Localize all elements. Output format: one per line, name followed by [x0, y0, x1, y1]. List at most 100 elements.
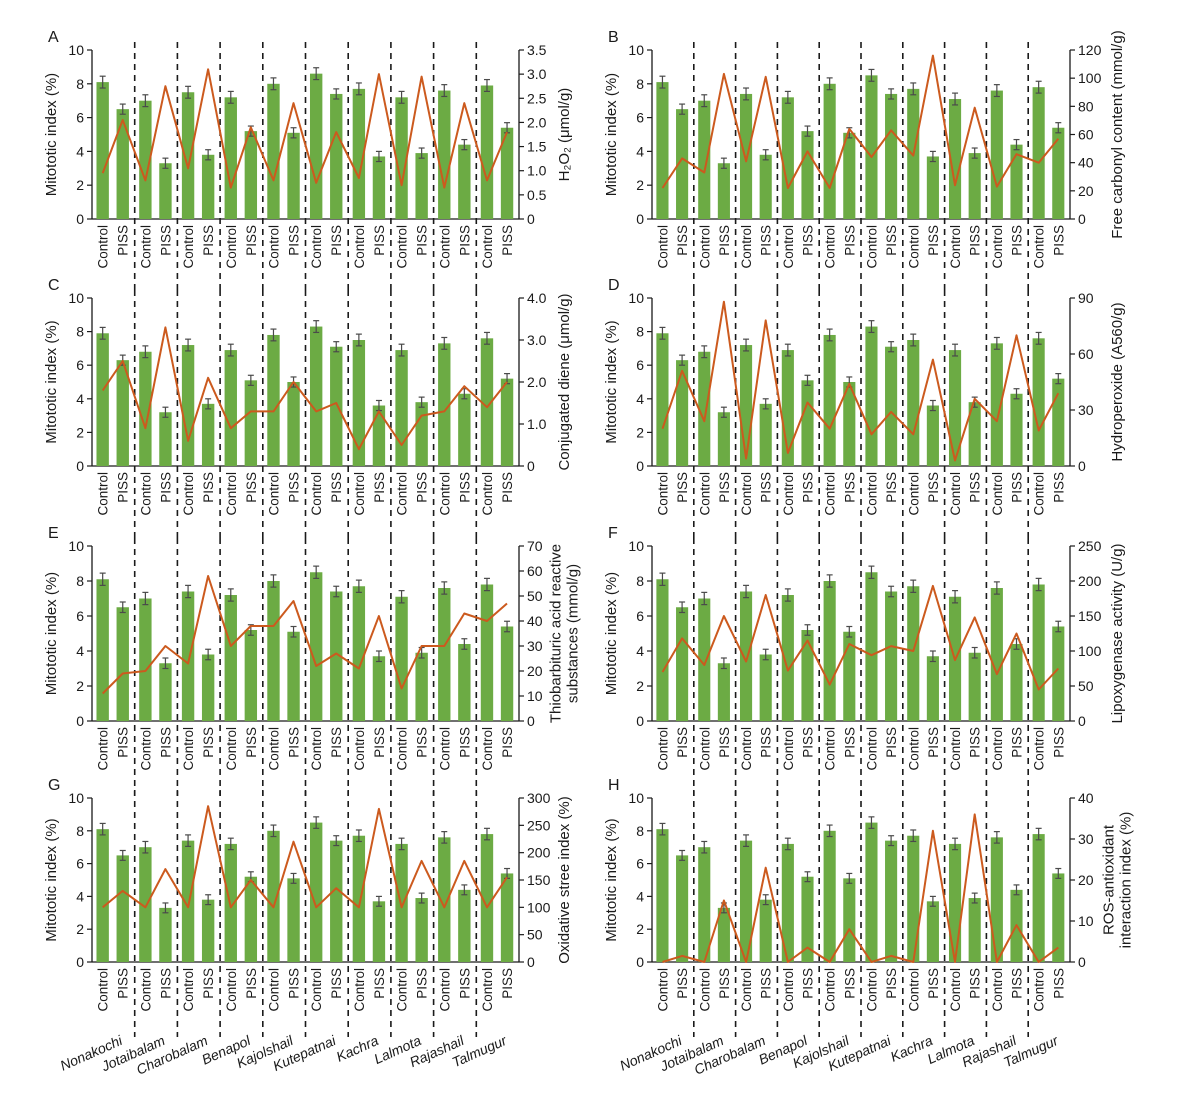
right-tick-label: 1.5 [527, 139, 547, 155]
category-label-piss: PISS [116, 968, 131, 999]
bar-piss [500, 127, 514, 219]
right-tick-label: 250 [1078, 538, 1102, 554]
category-label-piss: PISS [415, 472, 430, 503]
left-tick-label: 4 [76, 643, 84, 659]
category-label-control: Control [266, 225, 281, 269]
bar-control [352, 88, 366, 220]
right-tick-label: 0 [527, 211, 535, 227]
category-label-piss: PISS [1051, 225, 1066, 256]
category-label-piss: PISS [287, 225, 302, 256]
category-label-piss: PISS [158, 225, 173, 256]
category-label-piss: PISS [1051, 727, 1066, 758]
bar-control [267, 830, 280, 962]
category-label-piss: PISS [158, 968, 173, 999]
bar-control [139, 100, 152, 219]
category-label-piss: PISS [201, 968, 216, 999]
category-label-control: Control [1032, 968, 1047, 1012]
category-label-control: Control [697, 968, 712, 1012]
bar-piss [159, 412, 172, 466]
category-label-piss: PISS [116, 727, 131, 758]
category-label-control: Control [352, 968, 367, 1012]
left-tick-label: 8 [76, 324, 84, 340]
category-label-control: Control [697, 225, 712, 269]
bar-piss [116, 109, 129, 219]
bar-piss [287, 382, 300, 466]
category-label-control: Control [823, 225, 838, 269]
category-label-piss: PISS [926, 727, 941, 758]
left-axis-title: Mitototic index (%) [43, 73, 60, 196]
right-tick-label: 50 [1078, 678, 1094, 694]
bar-piss [244, 630, 258, 721]
bar-piss [801, 380, 814, 466]
bar-piss [926, 405, 939, 466]
category-label-piss: PISS [457, 472, 472, 503]
category-label-piss: PISS [842, 727, 857, 758]
bar-control [1032, 584, 1045, 721]
bar-piss [330, 93, 343, 219]
bar-control [656, 829, 669, 962]
category-label-control: Control [437, 968, 452, 1012]
bar-control [352, 340, 366, 466]
bar-control [990, 588, 1003, 721]
category-label-control: Control [739, 968, 754, 1012]
right-tick-label: 10 [527, 688, 543, 704]
right-tick-label: 30 [1078, 402, 1094, 418]
right-tick-label: 200 [527, 845, 551, 861]
category-label-piss: PISS [800, 225, 815, 256]
bar-control [823, 83, 836, 219]
bar-control [948, 843, 962, 962]
bar-piss [116, 855, 129, 962]
category-label-piss: PISS [329, 225, 344, 256]
category-label-control: Control [948, 968, 963, 1012]
right-tick-label: 50 [527, 927, 543, 943]
category-label-control: Control [395, 472, 410, 516]
category-label-control: Control [990, 968, 1005, 1012]
left-tick-label: 6 [636, 110, 644, 126]
category-label-control: Control [181, 968, 196, 1012]
bar-piss [201, 403, 215, 466]
bar-control [990, 90, 1003, 219]
panel-d: D 0 2 4 6 8 10 Mitototic index (%) 0 30 60 90 Hydrop… [603, 277, 1126, 541]
category-label-piss: PISS [800, 472, 815, 503]
right-tick-label: 150 [527, 872, 551, 888]
right-tick-label: 0 [1078, 713, 1086, 729]
bar-control [438, 837, 451, 962]
bar-piss [801, 876, 814, 962]
bar-control [739, 591, 753, 721]
bar-piss [415, 898, 428, 962]
right-tick-label: 30 [1078, 831, 1094, 847]
panel-letter: A [48, 29, 59, 46]
right-tick-label: 20 [1078, 872, 1094, 888]
category-label-piss: PISS [968, 968, 983, 999]
category-label-piss: PISS [500, 727, 515, 758]
right-tick-label: 300 [527, 790, 551, 806]
category-label-control: Control [990, 472, 1005, 516]
category-label-piss: PISS [842, 225, 857, 256]
category-label-control: Control [781, 968, 796, 1012]
left-tick-label: 2 [636, 921, 644, 937]
category-label-piss: PISS [287, 727, 302, 758]
bar-piss [1010, 393, 1023, 466]
left-tick-label: 8 [636, 324, 644, 340]
bar-piss [500, 378, 514, 466]
bar-control [781, 843, 794, 962]
bar-control [96, 333, 109, 466]
category-label-control: Control [266, 727, 281, 771]
category-label-control: Control [739, 727, 754, 771]
right-tick-label: 20 [527, 663, 543, 679]
left-tick-label: 10 [68, 790, 84, 806]
left-tick-label: 10 [68, 538, 84, 554]
left-tick-label: 8 [76, 76, 84, 92]
bar-piss [159, 907, 172, 962]
bar-piss [287, 878, 300, 962]
category-label-control: Control [266, 472, 281, 516]
bar-piss [330, 346, 343, 466]
right-tick-label: 0.5 [527, 187, 547, 203]
right-tick-label: 4.0 [527, 290, 547, 306]
series-line [661, 584, 1060, 691]
category-label-piss: PISS [717, 968, 732, 999]
left-tick-label: 6 [636, 357, 644, 373]
category-label-control: Control [739, 225, 754, 269]
bar-piss [843, 132, 856, 219]
bar-piss [843, 382, 856, 466]
